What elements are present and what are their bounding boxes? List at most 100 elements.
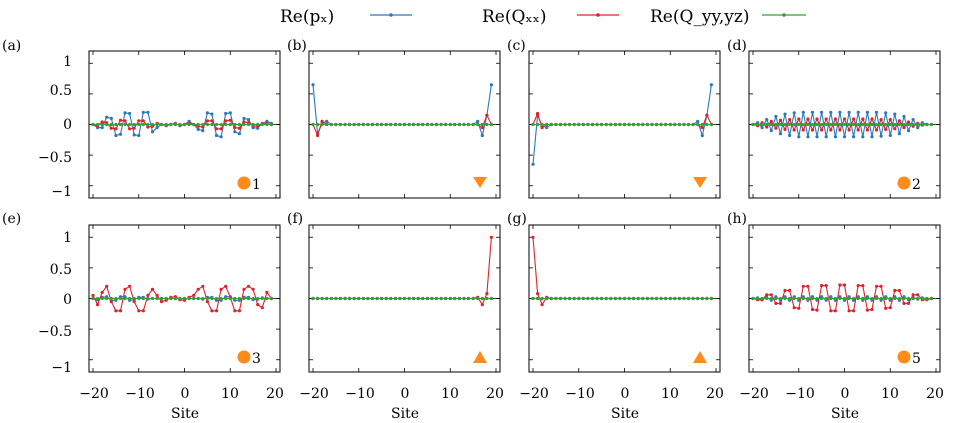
y-tick-label: 0.5 xyxy=(50,262,72,278)
data-point-qyy xyxy=(146,122,150,127)
data-point-qyy xyxy=(398,296,402,301)
data-point-qyy xyxy=(686,296,691,301)
panel-label: (g) xyxy=(507,211,527,227)
data-point-qyy xyxy=(595,122,599,127)
data-point-qyy xyxy=(334,296,338,301)
data-point-qyy xyxy=(604,296,608,301)
data-point-qxx xyxy=(128,127,132,131)
data-point-qyy xyxy=(91,296,95,301)
data-point-qyy xyxy=(150,122,155,127)
panel-h: (h) 5 −20 −10 0 10 20 Site xyxy=(727,211,944,422)
data-point-qyy xyxy=(897,122,902,127)
data-point-qyy xyxy=(870,296,874,301)
series-line-qxx xyxy=(313,237,492,306)
data-point-px xyxy=(801,110,805,114)
data-point-qxx xyxy=(852,309,856,313)
triangle-up-marker-icon xyxy=(693,351,707,363)
data-point-qyy xyxy=(691,296,695,301)
data-point-qyy xyxy=(788,296,792,301)
data-point-qxx xyxy=(879,118,883,122)
data-point-qyy xyxy=(865,122,870,127)
data-point-qyy xyxy=(114,122,118,127)
data-point-qxx xyxy=(118,309,123,313)
data-point-qyy xyxy=(916,122,920,127)
data-point-qyy xyxy=(402,122,407,127)
data-point-px xyxy=(132,133,136,137)
data-point-qyy xyxy=(783,122,787,127)
data-point-px xyxy=(879,134,883,138)
data-point-qyy xyxy=(352,122,356,127)
data-point-qyy xyxy=(109,296,113,301)
data-point-qxx xyxy=(806,284,810,288)
data-point-qyy xyxy=(329,122,333,127)
data-point-qyy xyxy=(673,122,677,127)
data-point-qyy xyxy=(128,122,132,127)
data-point-qxx xyxy=(137,119,141,123)
data-point-px xyxy=(141,110,145,114)
data-point-qyy xyxy=(320,122,324,127)
data-point-qyy xyxy=(545,122,549,127)
data-point-qyy xyxy=(929,296,934,301)
x-tick-label: 10 xyxy=(881,386,899,402)
data-point-px xyxy=(874,110,879,114)
data-point-qyy xyxy=(925,122,929,127)
data-point-qyy xyxy=(329,296,333,301)
data-point-qyy xyxy=(173,122,177,127)
data-point-qyy xyxy=(439,122,443,127)
x-tick-label: 20 xyxy=(486,386,504,402)
data-point-qyy xyxy=(146,296,150,301)
data-point-qyy xyxy=(636,122,640,127)
panel-b: (b) xyxy=(287,38,501,199)
data-point-qyy xyxy=(540,296,544,301)
data-point-qyy xyxy=(874,296,879,301)
data-point-qyy xyxy=(911,296,915,301)
data-point-qyy xyxy=(366,122,370,127)
data-point-qyy xyxy=(797,122,801,127)
data-point-qxx xyxy=(105,284,109,288)
y-tick-label: −1 xyxy=(51,184,72,200)
data-point-qyy xyxy=(448,296,452,301)
series-line-qxx xyxy=(752,284,932,312)
data-point-qyy xyxy=(389,296,393,301)
data-point-qxx xyxy=(132,300,136,304)
legend-label-qxx: Re(Qₓₓ) xyxy=(482,7,546,27)
data-point-qxx xyxy=(210,119,214,123)
data-point-qxx xyxy=(100,290,104,294)
data-point-qxx xyxy=(531,235,535,239)
data-point-qyy xyxy=(348,296,352,301)
series-line-px xyxy=(312,84,492,138)
data-point-px xyxy=(137,133,141,138)
data-point-qyy xyxy=(457,122,461,127)
data-point-qyy xyxy=(833,122,838,127)
data-point-qyy xyxy=(709,296,714,301)
data-point-qxx xyxy=(540,303,544,307)
data-point-qxx xyxy=(242,287,246,291)
data-point-px xyxy=(829,110,833,114)
data-point-qyy xyxy=(632,122,636,127)
data-point-qyy xyxy=(421,122,425,127)
x-tick-label: 0 xyxy=(841,386,850,402)
data-point-qyy xyxy=(118,122,123,127)
data-point-px xyxy=(902,114,906,119)
data-point-qyy xyxy=(838,122,842,127)
data-point-qyy xyxy=(756,122,760,127)
data-point-qyy xyxy=(847,122,851,127)
data-point-qxx xyxy=(865,128,870,132)
data-point-qyy xyxy=(100,296,104,301)
data-point-qxx xyxy=(132,126,136,130)
data-point-qyy xyxy=(906,122,911,127)
data-point-qyy xyxy=(242,296,246,301)
data-point-px xyxy=(123,111,127,115)
data-point-qyy xyxy=(774,296,778,301)
panel-f: (f) −20 −10 0 10 20 Site xyxy=(287,211,504,422)
data-point-px xyxy=(228,111,232,115)
data-point-px xyxy=(884,111,888,115)
data-point-qxx xyxy=(536,111,540,116)
data-point-qyy xyxy=(604,122,608,127)
data-point-qyy xyxy=(659,296,663,301)
data-point-qyy xyxy=(590,122,595,127)
data-point-qxx xyxy=(797,306,801,310)
data-point-qxx xyxy=(842,283,847,287)
data-point-px xyxy=(797,135,801,139)
data-point-qyy xyxy=(838,296,842,301)
